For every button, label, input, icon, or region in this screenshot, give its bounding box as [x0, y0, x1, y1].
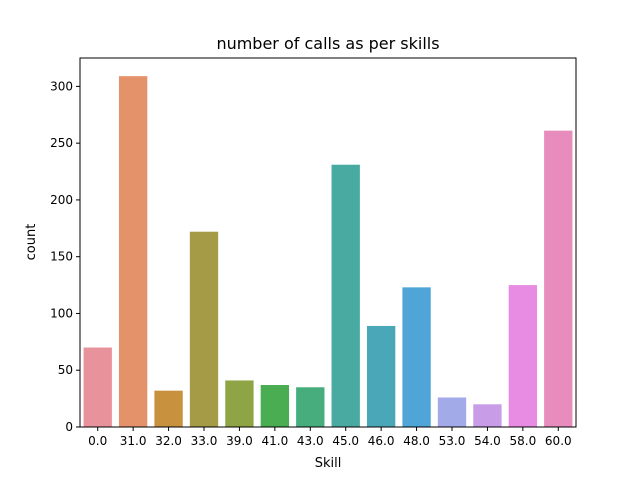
bar-54.0 — [473, 404, 502, 427]
x-tick-label: 58.0 — [509, 434, 536, 448]
x-axis-label: Skill — [315, 456, 342, 471]
bar-31.0 — [118, 76, 148, 428]
x-tick-label: 32.0 — [155, 434, 182, 448]
x-tick-label: 46.0 — [368, 434, 395, 448]
bar-32.0 — [154, 390, 183, 427]
x-tick-label: 43.0 — [297, 434, 324, 448]
y-tick-label: 300 — [50, 79, 73, 93]
bar-48.0 — [402, 287, 431, 427]
x-tick-label: 45.0 — [332, 434, 359, 448]
y-axis: 0 50 100 150 200 250 300 — [50, 79, 80, 434]
x-tick-label: 41.0 — [261, 434, 288, 448]
x-axis: 0.0 31.0 32.0 33.0 39.0 41.0 43.0 45.0 46.0 48.0 5… — [88, 427, 572, 448]
y-tick-label: 250 — [50, 136, 73, 150]
y-axis-label: count — [24, 224, 39, 261]
x-tick-label: 54.0 — [474, 434, 501, 448]
y-tick-label: 50 — [58, 363, 73, 377]
x-tick-label: 0.0 — [88, 434, 107, 448]
bar-39.0 — [225, 380, 254, 427]
bar-58.0 — [508, 285, 538, 427]
x-tick-label: 60.0 — [545, 434, 572, 448]
plot-frame — [79, 57, 577, 428]
x-tick-label: 48.0 — [403, 434, 430, 448]
y-tick-label: 0 — [65, 420, 73, 434]
bar-60.0 — [544, 130, 573, 427]
x-tick-label: 53.0 — [439, 434, 466, 448]
x-tick-label: 31.0 — [120, 434, 147, 448]
chart-title: number of calls as per skills — [216, 34, 439, 53]
x-tick-label: 39.0 — [226, 434, 253, 448]
bar-46.0 — [366, 325, 396, 427]
y-tick-label: 200 — [50, 193, 73, 207]
bar-33.0 — [189, 231, 219, 427]
bar-53.0 — [437, 397, 467, 427]
y-tick-label: 100 — [50, 306, 73, 320]
y-tick-label: 150 — [50, 250, 73, 264]
bar-43.0 — [296, 387, 325, 427]
bar-0.0 — [83, 347, 112, 427]
bar-41.0 — [260, 384, 290, 427]
x-tick-label: 33.0 — [191, 434, 218, 448]
bars-group — [83, 76, 573, 428]
bar-45.0 — [331, 164, 360, 428]
